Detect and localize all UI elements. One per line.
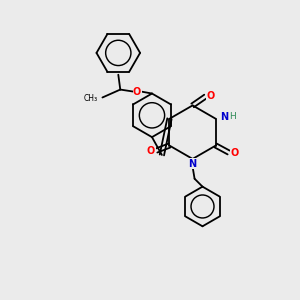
Text: N: N (220, 112, 228, 122)
Text: H: H (229, 112, 236, 121)
Text: O: O (146, 146, 155, 157)
Text: O: O (206, 91, 214, 100)
Text: CH₃: CH₃ (83, 94, 98, 103)
Text: O: O (230, 148, 239, 158)
Text: N: N (188, 159, 197, 169)
Text: O: O (133, 86, 141, 97)
Text: H: H (148, 148, 155, 157)
